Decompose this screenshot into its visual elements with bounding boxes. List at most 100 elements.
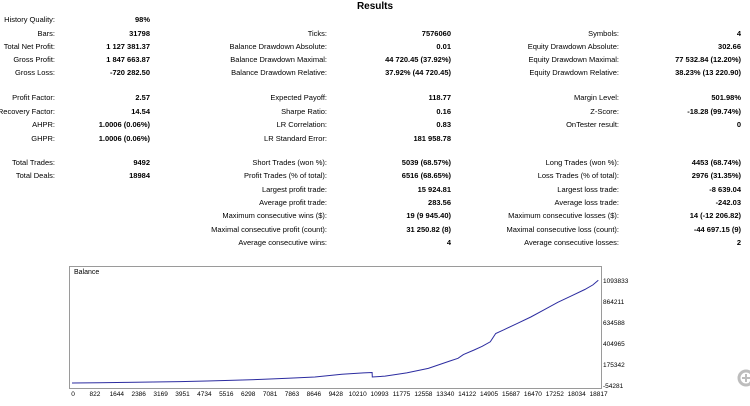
- stat-label: Average consecutive losses:: [524, 238, 619, 247]
- stat-value: 118.77: [428, 93, 451, 102]
- stat-value: 7576060: [421, 29, 451, 38]
- balance-series-line: [71, 279, 599, 384]
- stat-value: 181 958.78: [413, 134, 451, 143]
- x-tick-label: 0: [71, 391, 75, 398]
- stat-value: -720 282.50: [109, 68, 150, 77]
- stat-label: LR Standard Error:: [264, 134, 327, 143]
- x-tick-label: 10993: [370, 391, 389, 398]
- stat-label: Z-Score:: [590, 107, 619, 116]
- x-tick-label: 13340: [436, 391, 455, 398]
- stat-label: Largest profit trade:: [261, 185, 327, 194]
- x-tick-label: 14122: [458, 391, 477, 398]
- stat-value: -8 639.04: [709, 185, 741, 194]
- stat-label: Equity Drawdown Relative:: [529, 68, 619, 77]
- x-tick-label: 14905: [480, 391, 499, 398]
- stat-label: Average consecutive wins:: [238, 238, 327, 247]
- x-tick-label: 18034: [567, 391, 586, 398]
- x-tick-label: 7081: [262, 391, 278, 398]
- stat-label: Symbols:: [588, 29, 619, 38]
- balance-chart: Balance -54281 175342 404965 634588 864211 10…: [69, 266, 747, 406]
- stat-value: 4: [446, 238, 451, 247]
- stat-label: Profit Trades (% of total):: [244, 171, 327, 180]
- stat-label: Gross Loss:: [14, 68, 55, 77]
- stat-label: Total Trades:: [12, 158, 55, 167]
- stat-label: Total Deals:: [15, 171, 55, 180]
- x-tick-label: 17252: [545, 391, 564, 398]
- stat-label: Equity Drawdown Absolute:: [527, 42, 619, 51]
- stat-label: Maximum consecutive wins ($):: [222, 211, 327, 220]
- stat-value: 1.0006 (0.06%): [98, 120, 150, 129]
- x-tick-label: 18817: [589, 391, 608, 398]
- stat-label: Bars:: [37, 29, 55, 38]
- stat-label: Average loss trade:: [554, 198, 619, 207]
- stat-value: 0.83: [436, 120, 451, 129]
- stat-label: Average profit trade:: [259, 198, 327, 207]
- x-tick-label: 822: [89, 391, 101, 398]
- stat-value: 1 127 381.37: [106, 42, 150, 51]
- stat-value: 0: [736, 120, 741, 129]
- stat-label: Long Trades (won %):: [545, 158, 619, 167]
- y-tick-label: 634588: [603, 319, 625, 327]
- stat-value: 6516 (68.65%): [401, 171, 451, 180]
- x-tick-label: 4734: [197, 391, 212, 398]
- stat-label: LR Correlation:: [276, 120, 327, 129]
- zoom-in-icon[interactable]: [736, 368, 750, 399]
- stat-label: Short Trades (won %):: [252, 158, 327, 167]
- stat-label: Total Net Profit:: [3, 42, 55, 51]
- stat-value: 19 (9 945.40): [406, 211, 451, 220]
- stat-value: 4453 (68.74%): [691, 158, 741, 167]
- stat-value: 38.23% (13 220.90): [675, 68, 741, 77]
- stat-label: Gross Profit:: [13, 55, 55, 64]
- x-tick-label: 6298: [240, 391, 256, 398]
- stat-value: -44 697.15 (9): [693, 225, 741, 234]
- y-tick-label: 864211: [603, 298, 625, 306]
- chart-plot-area: Balance: [69, 266, 602, 389]
- stat-value: 0.16: [436, 107, 451, 116]
- x-tick-label: 1644: [109, 391, 125, 398]
- stat-value: 5039 (68.57%): [401, 158, 451, 167]
- stat-label: Maximum consecutive losses ($):: [508, 211, 619, 220]
- x-tick-label: 7863: [284, 391, 300, 398]
- stat-value: 2.57: [135, 93, 150, 102]
- stat-label: AHPR:: [32, 120, 55, 129]
- x-tick-label: 8646: [306, 391, 322, 398]
- stat-value: 1.0006 (0.06%): [98, 134, 150, 143]
- stat-label: Ticks:: [307, 29, 327, 38]
- x-tick-label: 2386: [131, 391, 146, 398]
- stat-label: Profit Factor:: [12, 93, 55, 102]
- stat-value: 77 532.84 (12.20%): [675, 55, 741, 64]
- x-tick-label: 12558: [414, 391, 433, 398]
- x-tick-label: 3169: [153, 391, 168, 398]
- stat-value: 31 250.82 (8): [406, 225, 451, 234]
- stat-value: -18.28 (99.74%): [687, 107, 741, 116]
- chart-svg: [71, 279, 599, 384]
- y-tick-label: -54281: [603, 383, 624, 390]
- stat-value: 14.54: [131, 107, 150, 116]
- stat-label: Maximal consecutive loss (count):: [506, 225, 619, 234]
- x-tick-label: 16470: [523, 391, 542, 398]
- x-tick-label: 3951: [175, 391, 190, 398]
- stat-value: 9492: [133, 158, 150, 167]
- x-tick-label: 5516: [219, 391, 234, 398]
- results-title: Results: [356, 1, 394, 12]
- stat-label: Recovery Factor:: [0, 107, 55, 116]
- stat-label: Equity Drawdown Maximal:: [528, 55, 619, 64]
- y-tick-label: 1093833: [603, 277, 629, 285]
- stat-value: 4: [736, 29, 741, 38]
- stat-value: 0.01: [436, 42, 451, 51]
- stat-value: 31798: [129, 29, 150, 38]
- stat-label: Expected Payoff:: [270, 93, 327, 102]
- stat-label: Maximal consecutive profit (count):: [211, 225, 327, 234]
- stat-value: 501.98%: [711, 93, 741, 102]
- stat-label: Balance Drawdown Relative:: [231, 68, 327, 77]
- stat-value: 2976 (31.35%): [691, 171, 741, 180]
- stat-value: 98%: [134, 15, 150, 24]
- stat-value: -242.03: [715, 198, 741, 207]
- stat-value: 302.66: [718, 42, 741, 51]
- x-tick-label: 15687: [501, 391, 521, 398]
- y-tick-label: 404965: [603, 340, 625, 348]
- stat-label: Balance Drawdown Absolute:: [229, 42, 327, 51]
- stat-value: 18984: [129, 171, 150, 180]
- stat-label: Margin Level:: [573, 93, 619, 102]
- stat-value: 37.92% (44 720.45): [385, 68, 451, 77]
